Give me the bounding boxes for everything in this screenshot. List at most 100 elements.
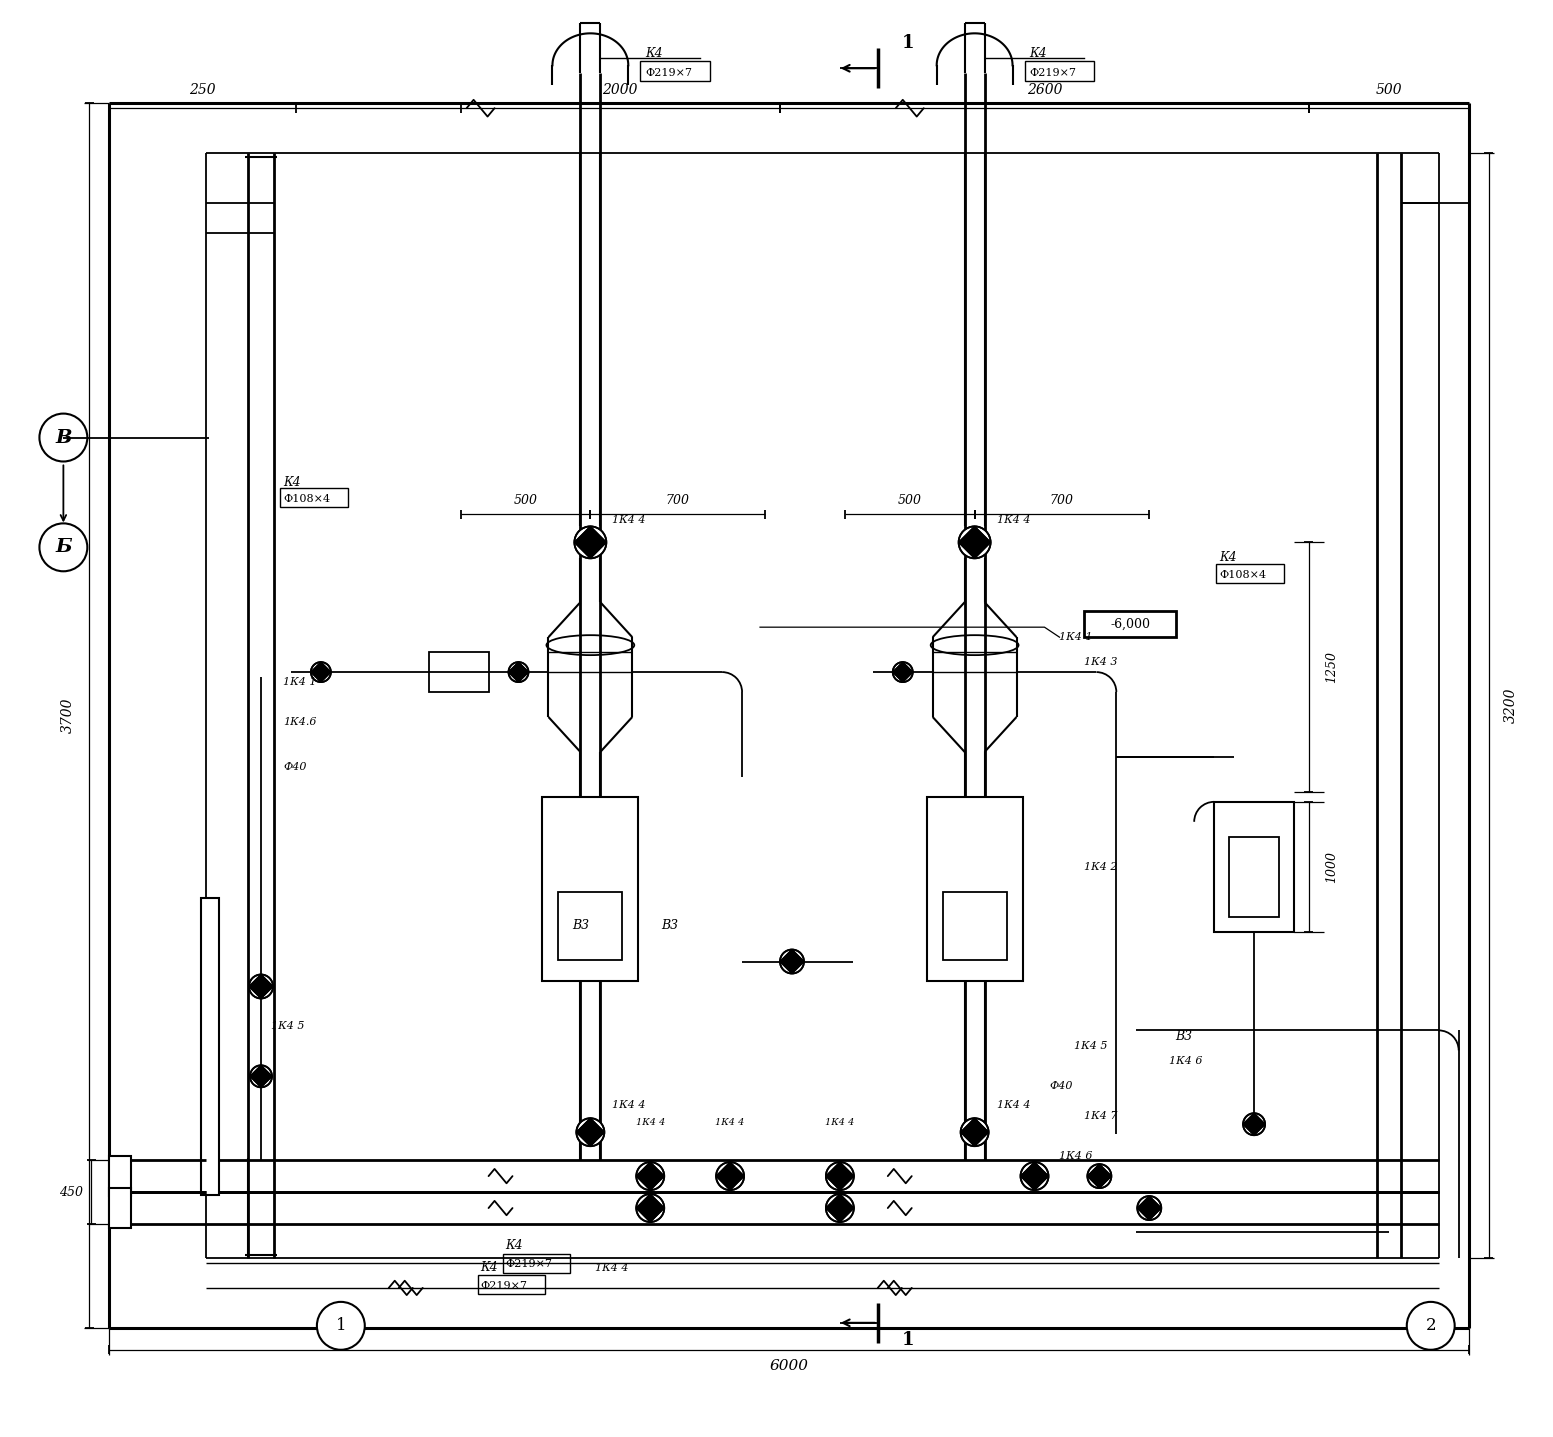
Circle shape bbox=[248, 974, 273, 999]
Text: 1250: 1250 bbox=[1325, 651, 1339, 683]
Polygon shape bbox=[637, 1163, 665, 1190]
Text: 1К4 5: 1К4 5 bbox=[1075, 1042, 1107, 1052]
Text: 1К4 1: 1К4 1 bbox=[283, 677, 317, 687]
Text: 500: 500 bbox=[898, 494, 922, 507]
Text: К4: К4 bbox=[506, 1240, 523, 1253]
Circle shape bbox=[826, 1163, 854, 1190]
Polygon shape bbox=[716, 1163, 744, 1190]
Text: 1К4 4: 1К4 4 bbox=[716, 1118, 745, 1127]
Circle shape bbox=[893, 662, 913, 683]
Bar bbox=[503, 1255, 570, 1273]
Text: 1К4 4: 1К4 4 bbox=[612, 1101, 646, 1111]
Polygon shape bbox=[1020, 1163, 1048, 1190]
Text: 1К4 1: 1К4 1 bbox=[1059, 632, 1093, 642]
Text: 450: 450 bbox=[59, 1186, 84, 1198]
Bar bbox=[280, 489, 348, 507]
Text: 1К4 3: 1К4 3 bbox=[1084, 657, 1118, 667]
Polygon shape bbox=[826, 1163, 854, 1190]
Text: К4: К4 bbox=[480, 1262, 499, 1275]
Polygon shape bbox=[637, 1194, 665, 1221]
Polygon shape bbox=[826, 1194, 854, 1221]
Polygon shape bbox=[893, 662, 913, 683]
Circle shape bbox=[311, 662, 331, 683]
Text: Б: Б bbox=[54, 539, 71, 556]
Circle shape bbox=[637, 1163, 665, 1190]
Text: 500: 500 bbox=[514, 494, 537, 507]
Text: 1К4.6: 1К4.6 bbox=[283, 717, 317, 727]
Polygon shape bbox=[575, 526, 606, 559]
Text: К4: К4 bbox=[1219, 550, 1236, 563]
Text: Ф219×7: Ф219×7 bbox=[506, 1259, 553, 1269]
Text: 1К4 4: 1К4 4 bbox=[997, 1101, 1030, 1111]
Circle shape bbox=[1407, 1302, 1455, 1349]
Text: 500: 500 bbox=[1376, 83, 1402, 98]
Polygon shape bbox=[1137, 1196, 1162, 1220]
Circle shape bbox=[961, 1118, 989, 1147]
Text: 3700: 3700 bbox=[61, 698, 75, 733]
Text: 3200: 3200 bbox=[1503, 688, 1517, 723]
Polygon shape bbox=[1087, 1164, 1112, 1188]
Bar bbox=[1216, 565, 1284, 583]
Text: В3: В3 bbox=[572, 920, 589, 933]
Polygon shape bbox=[311, 662, 331, 683]
Circle shape bbox=[317, 1302, 365, 1349]
Polygon shape bbox=[637, 1163, 665, 1190]
Bar bbox=[542, 798, 638, 981]
Text: К4: К4 bbox=[283, 476, 301, 489]
Bar bbox=[1084, 611, 1176, 637]
Circle shape bbox=[250, 1065, 272, 1088]
Text: 1: 1 bbox=[901, 1331, 915, 1349]
Text: Ф108×4: Ф108×4 bbox=[1219, 570, 1266, 581]
Bar bbox=[559, 892, 623, 960]
Text: 1К4 7: 1К4 7 bbox=[1084, 1111, 1118, 1121]
Polygon shape bbox=[780, 950, 804, 973]
Polygon shape bbox=[961, 1118, 989, 1147]
Text: Ф219×7: Ф219×7 bbox=[480, 1280, 528, 1290]
Bar bbox=[109, 1157, 132, 1196]
Text: Ф40: Ф40 bbox=[1050, 1081, 1073, 1091]
Text: В3: В3 bbox=[1176, 1030, 1193, 1043]
Circle shape bbox=[780, 950, 804, 973]
Polygon shape bbox=[1242, 1114, 1266, 1135]
Polygon shape bbox=[575, 526, 606, 559]
Polygon shape bbox=[1137, 1196, 1162, 1220]
Text: -6,000: -6,000 bbox=[1110, 618, 1151, 631]
Text: 1К4 2: 1К4 2 bbox=[1084, 862, 1118, 872]
Text: 1К4 5: 1К4 5 bbox=[270, 1022, 304, 1032]
Text: 250: 250 bbox=[189, 83, 216, 98]
Text: 2: 2 bbox=[1426, 1318, 1437, 1335]
Polygon shape bbox=[780, 950, 804, 973]
Bar bbox=[1214, 802, 1294, 931]
Text: 2600: 2600 bbox=[1027, 83, 1062, 98]
Text: 1К4 4: 1К4 4 bbox=[635, 1118, 665, 1127]
Bar bbox=[478, 1275, 545, 1293]
Text: 700: 700 bbox=[1050, 494, 1073, 507]
Bar bbox=[109, 1188, 132, 1229]
Circle shape bbox=[716, 1163, 744, 1190]
Text: 1К4 4: 1К4 4 bbox=[997, 516, 1030, 526]
Polygon shape bbox=[576, 1118, 604, 1147]
Polygon shape bbox=[1020, 1163, 1048, 1190]
Polygon shape bbox=[508, 662, 528, 683]
Text: 1К4 4: 1К4 4 bbox=[825, 1118, 854, 1127]
Polygon shape bbox=[637, 1194, 665, 1221]
Polygon shape bbox=[958, 526, 991, 559]
Circle shape bbox=[575, 526, 606, 559]
Bar bbox=[202, 898, 219, 1196]
Text: 700: 700 bbox=[666, 494, 690, 507]
Text: К4: К4 bbox=[1030, 47, 1047, 60]
Bar bbox=[640, 62, 710, 82]
Polygon shape bbox=[248, 974, 273, 999]
Circle shape bbox=[1087, 1164, 1112, 1188]
Polygon shape bbox=[716, 1163, 744, 1190]
Text: 1К4 6: 1К4 6 bbox=[1059, 1151, 1093, 1161]
Polygon shape bbox=[250, 1065, 272, 1088]
Polygon shape bbox=[311, 662, 331, 683]
Text: 6000: 6000 bbox=[769, 1359, 809, 1372]
Circle shape bbox=[637, 1194, 665, 1221]
Polygon shape bbox=[893, 662, 913, 683]
Text: Ф40: Ф40 bbox=[283, 762, 306, 772]
Text: Ф219×7: Ф219×7 bbox=[1030, 68, 1076, 78]
Circle shape bbox=[576, 1118, 604, 1147]
Text: 1: 1 bbox=[901, 34, 915, 52]
